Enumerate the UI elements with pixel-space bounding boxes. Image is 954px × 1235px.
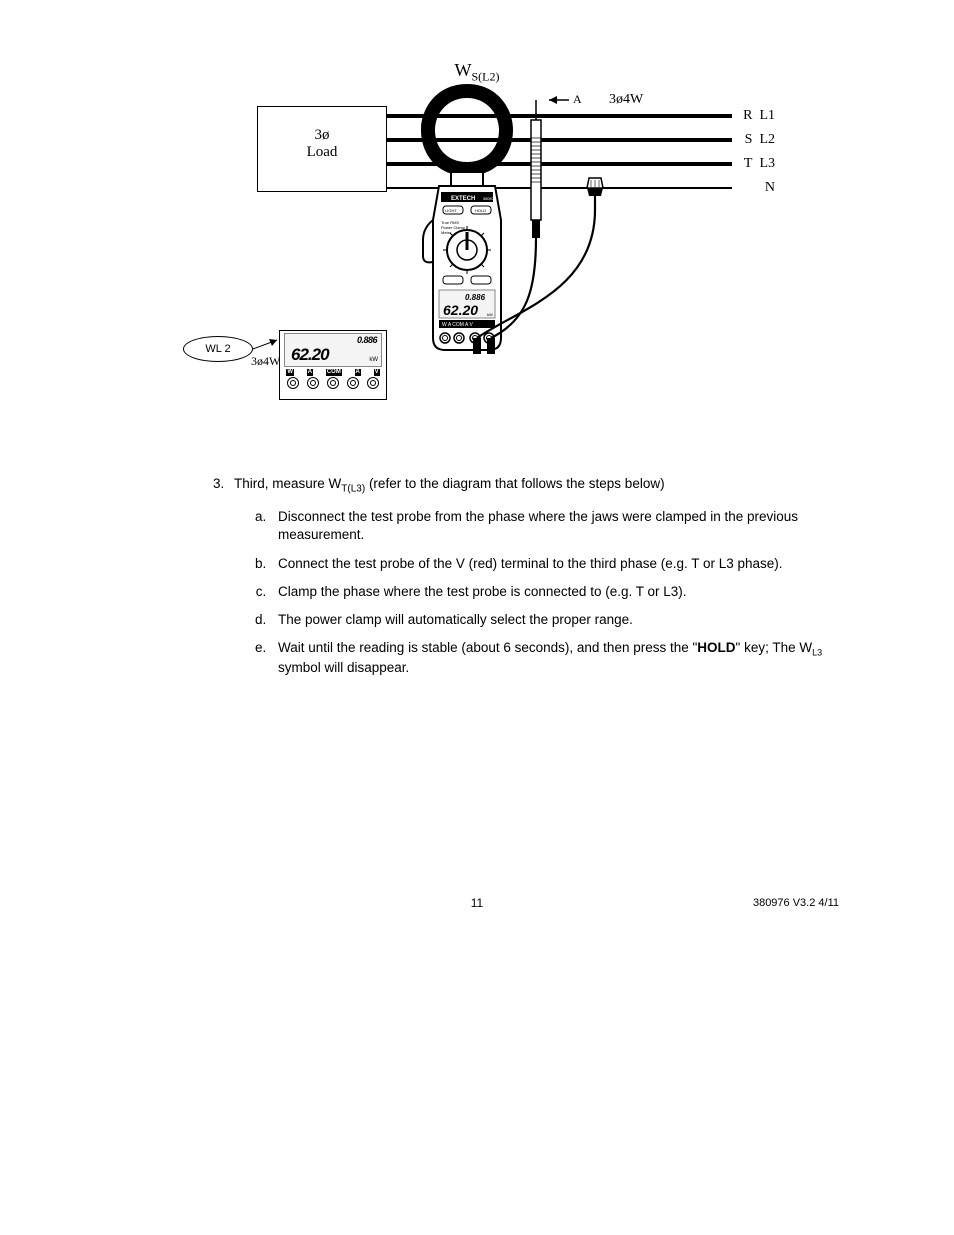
svg-text:HOLD: HOLD: [475, 208, 486, 213]
arrow-a-label: A: [573, 92, 582, 107]
svg-text:W A COM A V: W A COM A V: [442, 322, 474, 328]
footer-doc-id: 380976 V3.2 4/11: [753, 897, 839, 909]
step-3a: Disconnect the test probe from the phase…: [270, 508, 854, 544]
sub-ordered-list: Disconnect the test probe from the phase…: [234, 508, 854, 677]
mini-lcd-big: 62.20: [291, 345, 329, 365]
step-3e-bold: HOLD: [697, 640, 735, 655]
step-3c: Clamp the phase where the test probe is …: [270, 583, 854, 601]
step-3: Third, measure WT(L3) (refer to the diag…: [228, 475, 854, 677]
step-3-post: (refer to the diagram that follows the s…: [365, 476, 664, 491]
clamp-lcd-unit: kW: [487, 312, 493, 317]
wire-label-t: T L3: [744, 156, 775, 172]
svg-text:LIGHT: LIGHT: [445, 208, 457, 213]
clamp-brand: EXTECH: [451, 196, 475, 202]
wire-label-r: R L1: [743, 108, 775, 124]
step-3e-post: symbol will disappear.: [278, 660, 409, 675]
wl-system-label: 3ø4W: [251, 354, 280, 369]
mini-jacks: [280, 377, 386, 390]
mini-display-callout: 0.886 62.20 kW W A COM A V: [279, 330, 387, 400]
svg-text:Meter: Meter: [441, 230, 452, 235]
main-ordered-list: Third, measure WT(L3) (refer to the diag…: [100, 475, 854, 677]
mini-jack-labels: W A COM A V: [280, 369, 386, 376]
jack-a1: [307, 377, 319, 389]
page-number: 11: [471, 896, 483, 910]
wire-label-n: N: [765, 180, 775, 196]
step-3e-sub: L3: [812, 648, 822, 658]
step-3-sub: T(L3): [341, 484, 365, 495]
wiring-diagram: WS(L2) 3ø Load R L1 S L2 T L3: [177, 60, 777, 420]
jack-com: [327, 377, 339, 389]
mini-lcd-unit: kW: [369, 357, 378, 363]
mini-lcd: 0.886 62.20 kW: [284, 333, 382, 367]
step-3b: Connect the test probe of the V (red) te…: [270, 555, 854, 573]
wire-label-s: S L2: [745, 132, 775, 148]
jack-v: [367, 377, 379, 389]
mini-lcd-small: 0.886: [357, 335, 377, 345]
step-3e-pre: Wait until the reading is stable (about …: [278, 640, 697, 655]
wl-bubble: WL 2: [183, 336, 253, 362]
system-label: 3ø4W: [609, 92, 643, 108]
clamp-model: 380976: [483, 196, 497, 201]
clamp-lcd-big: 62.20: [443, 302, 478, 318]
clamp-lcd-small: 0.886: [465, 293, 486, 302]
jack-w: [287, 377, 299, 389]
step-3e: Wait until the reading is stable (about …: [270, 639, 854, 677]
step-3-pre: Third, measure W: [234, 476, 341, 491]
step-3e-mid: " key; The W: [736, 640, 813, 655]
jack-a2: [347, 377, 359, 389]
step-3d: The power clamp will automatically selec…: [270, 611, 854, 629]
clamp-meter: EXTECH 380976 LIGHT HOLD True RMS Power …: [407, 80, 527, 380]
